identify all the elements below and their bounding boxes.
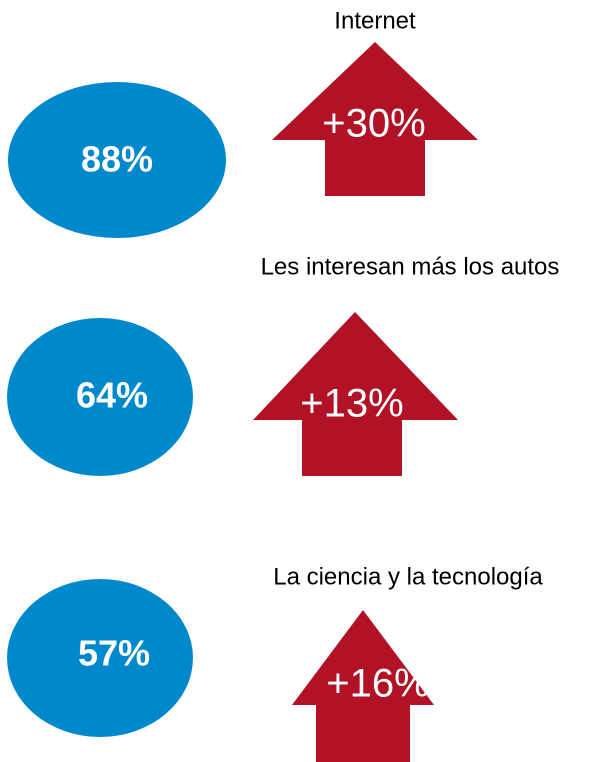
change-label: +30%: [322, 102, 425, 146]
bubble: [7, 318, 193, 476]
item-title: La ciencia y la tecnología: [273, 563, 543, 590]
item: La ciencia y la tecnología 57% +16%: [7, 563, 543, 762]
up-arrow: [292, 610, 434, 762]
bubble: [7, 579, 193, 737]
item: Internet 88% +30%: [8, 7, 478, 238]
bubble: [8, 82, 226, 238]
share-label: 88%: [81, 139, 153, 180]
share-label: 64%: [76, 375, 148, 416]
up-arrow: [253, 312, 458, 476]
item: Les interesan más los autos 64% +13%: [7, 253, 559, 476]
share-label: 57%: [78, 633, 150, 674]
change-label: +16%: [326, 662, 429, 706]
change-label: +13%: [300, 382, 403, 426]
up-arrow: [272, 42, 478, 196]
item-title: Les interesan más los autos: [261, 253, 560, 280]
item-title: Internet: [334, 7, 416, 34]
